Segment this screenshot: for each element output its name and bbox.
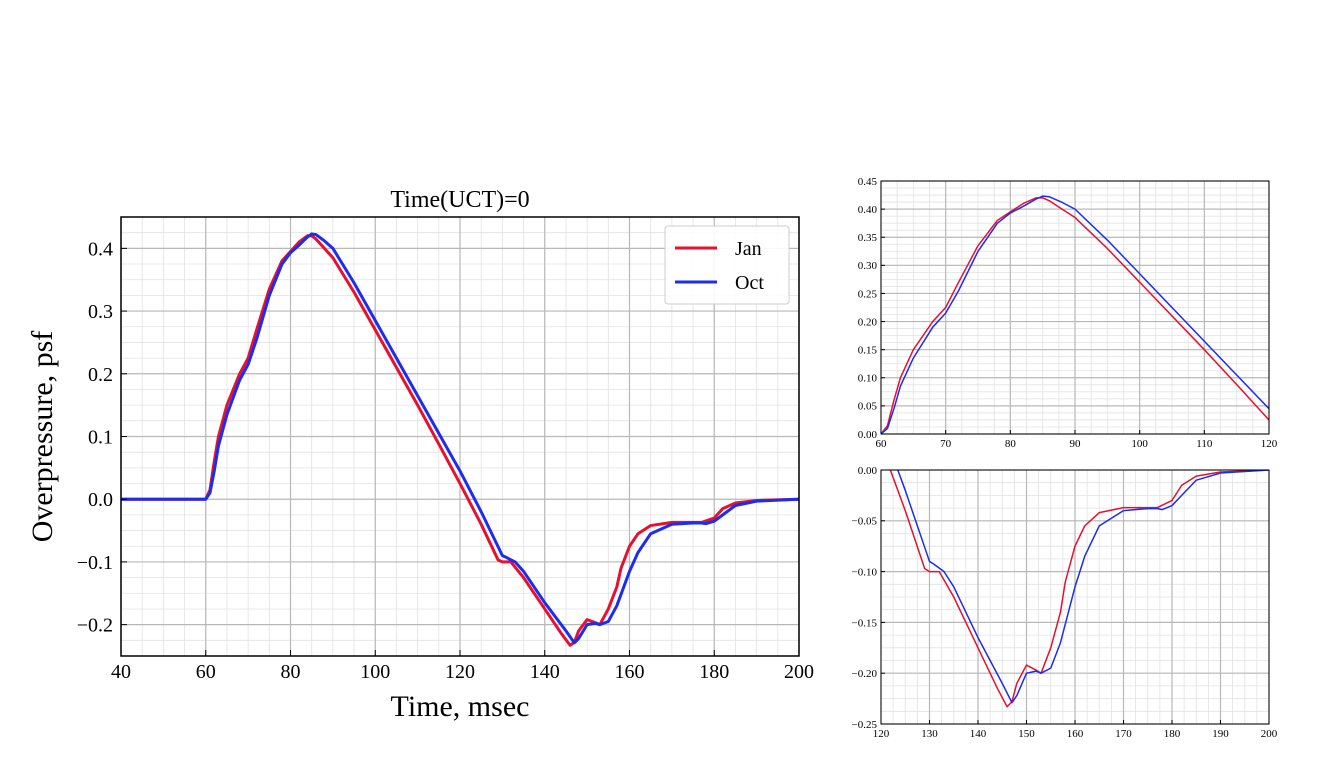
- series-line-jan: [889, 470, 1269, 708]
- x-tick-label: 190: [1212, 728, 1229, 740]
- y-tick-label: 0.05: [858, 401, 878, 413]
- series-line-oct: [121, 232, 799, 645]
- x-tick-label: 120: [873, 728, 890, 740]
- y-tick-label: 0.0: [88, 489, 113, 511]
- x-tick-label: 80: [281, 661, 301, 683]
- legend-label-jan: Jan: [735, 238, 762, 260]
- x-tick-label: 160: [615, 661, 645, 683]
- y-tick-label: 0.2: [88, 364, 113, 386]
- x-tick-label: 200: [1261, 728, 1278, 740]
- y-axis-label: Overpressure, psf: [26, 331, 59, 543]
- x-tick-label: 130: [921, 728, 938, 740]
- x-tick-label: 140: [970, 728, 987, 740]
- legend-box: [664, 225, 790, 305]
- x-tick-label: 180: [699, 661, 729, 683]
- x-tick-label: 80: [1005, 438, 1017, 450]
- x-tick-label: 180: [1164, 728, 1181, 740]
- series-line-jan: [881, 197, 1269, 434]
- y-tick-label: 0.20: [858, 316, 878, 328]
- y-tick-label: −0.25: [852, 719, 878, 731]
- x-tick-label: 60: [876, 438, 888, 450]
- y-tick-label: 0.00: [858, 429, 878, 441]
- x-tick-label: 90: [1070, 438, 1082, 450]
- y-tick-label: 0.3: [88, 301, 113, 323]
- y-tick-label: 0.40: [858, 204, 878, 216]
- x-tick-label: 150: [1018, 728, 1035, 740]
- x-tick-label: 140: [530, 661, 560, 683]
- series-line-jan: [121, 234, 799, 647]
- x-tick-label: 120: [1261, 438, 1278, 450]
- y-tick-label: 0.00: [858, 465, 878, 477]
- y-tick-label: 0.30: [858, 260, 878, 272]
- legend-label-oct: Oct: [735, 272, 764, 294]
- chart-title: Time(UCT)=0: [390, 187, 529, 213]
- y-tick-label: 0.10: [858, 373, 878, 385]
- x-tick-label: 100: [360, 661, 390, 683]
- y-tick-label: −0.2: [77, 615, 113, 637]
- x-tick-label: 170: [1115, 728, 1132, 740]
- x-tick-label: 40: [111, 661, 131, 683]
- y-tick-label: −0.05: [852, 516, 878, 528]
- series-line-oct: [896, 470, 1269, 704]
- y-tick-label: 0.1: [88, 427, 113, 449]
- y-tick-label: 0.35: [858, 232, 878, 244]
- y-tick-label: 0.25: [858, 288, 878, 300]
- x-tick-label: 100: [1131, 438, 1148, 450]
- x-tick-label: 60: [196, 661, 216, 683]
- y-tick-label: −0.15: [852, 617, 878, 629]
- y-tick-label: 0.45: [858, 176, 878, 188]
- y-tick-label: −0.20: [852, 668, 878, 680]
- inset-top-plot: 60 70 80 90 100 110 120 0.00 0.05 0.10 0.15 0.20 0.2…: [858, 176, 1278, 450]
- main-plot: 40 60 80 100 120 140 160 180 200 −0.2 −0.1 0.0 0.1 0.…: [26, 187, 814, 723]
- x-tick-label: 110: [1196, 438, 1213, 450]
- y-tick-label: −0.1: [77, 552, 113, 574]
- x-tick-label: 160: [1067, 728, 1084, 740]
- inset-bottom-plot: 120 130 140 150 160 170 180 190 200 −0.25 −0.20 −0.…: [852, 465, 1278, 740]
- y-tick-label: 0.4: [88, 238, 113, 260]
- x-tick-label: 200: [784, 661, 814, 683]
- x-tick-label: 70: [940, 438, 952, 450]
- x-tick-label: 120: [445, 661, 475, 683]
- series-line-oct: [881, 195, 1269, 434]
- x-axis-label: Time, msec: [391, 690, 530, 723]
- y-tick-label: −0.10: [852, 566, 878, 578]
- y-tick-label: 0.15: [858, 345, 878, 357]
